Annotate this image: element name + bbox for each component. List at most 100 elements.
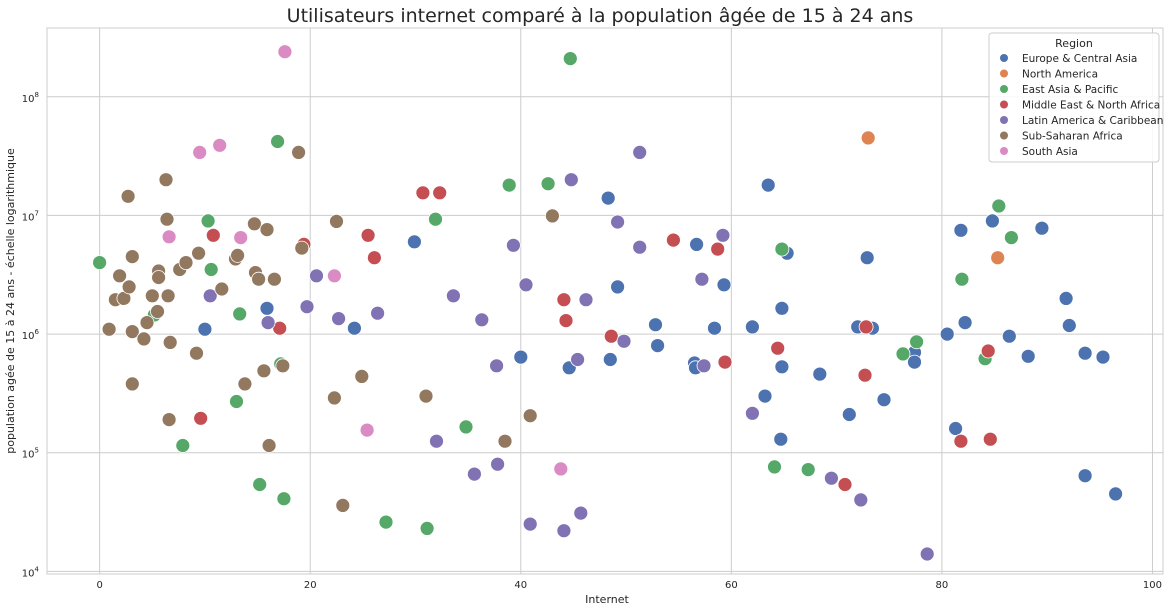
point-east-asia-pacific: [774, 241, 790, 257]
point-sub-saharan-africa: [266, 271, 282, 287]
x-axis-label: Internet: [585, 593, 629, 606]
point-middle-east-north-africa: [837, 477, 853, 492]
x-tick-label: 80: [936, 580, 949, 591]
point-latin-america-caribbean: [824, 470, 839, 486]
point-europe-central-asia: [716, 277, 732, 293]
point-sub-saharan-africa: [335, 497, 351, 513]
plot-area: [46, 27, 1164, 575]
point-sub-saharan-africa: [159, 211, 175, 227]
y-tick-label: 108: [22, 91, 39, 105]
point-sub-saharan-africa: [178, 255, 194, 271]
point-south-asia: [233, 230, 249, 246]
point-europe-central-asia: [907, 354, 922, 370]
legend-label-east-asia-pacific: East Asia & Pacific: [1022, 84, 1118, 96]
point-sub-saharan-africa: [497, 433, 513, 449]
point-latin-america-caribbean: [632, 239, 648, 255]
point-latin-america-caribbean: [331, 311, 347, 327]
point-latin-america-caribbean: [745, 405, 760, 421]
point-north-america: [860, 130, 876, 146]
point-europe-central-asia: [650, 338, 665, 354]
point-sub-saharan-africa: [136, 331, 152, 347]
point-sub-saharan-africa: [139, 315, 155, 331]
point-europe-central-asia: [948, 421, 963, 436]
point-sub-saharan-africa: [151, 270, 167, 285]
point-latin-america-caribbean: [694, 271, 710, 287]
point-latin-america-caribbean: [466, 466, 482, 482]
point-middle-east-north-africa: [366, 250, 382, 266]
point-south-asia: [277, 44, 293, 60]
point-sub-saharan-africa: [418, 388, 434, 404]
point-north-america: [990, 250, 1006, 266]
point-europe-central-asia: [745, 319, 760, 335]
point-sub-saharan-africa: [101, 321, 117, 337]
point-latin-america-caribbean: [696, 358, 712, 374]
y-tick-label: 106: [22, 328, 40, 342]
point-middle-east-north-africa: [558, 313, 574, 329]
point-europe-central-asia: [757, 388, 773, 404]
point-sub-saharan-africa: [275, 358, 291, 374]
legend-marker-latin-america-caribbean: [1000, 116, 1008, 124]
legend-marker-east-asia-pacific: [1000, 85, 1008, 93]
point-sub-saharan-africa: [191, 245, 207, 261]
point-east-asia-pacific: [562, 51, 578, 66]
legend: Region Europe & Central Asia North Americ…: [988, 32, 1163, 163]
point-sub-saharan-africa: [256, 363, 272, 379]
point-latin-america-caribbean: [522, 516, 538, 532]
point-east-asia-pacific: [378, 514, 394, 530]
point-europe-central-asia: [985, 213, 1000, 229]
point-europe-central-asia: [953, 222, 969, 238]
point-middle-east-north-africa: [857, 367, 873, 383]
x-tick-label: 100: [1143, 580, 1162, 591]
point-east-asia-pacific: [419, 521, 435, 536]
point-sub-saharan-africa: [158, 172, 174, 188]
point-east-asia-pacific: [252, 477, 268, 492]
point-middle-east-north-africa: [205, 227, 221, 243]
point-middle-east-north-africa: [710, 241, 726, 257]
point-middle-east-north-africa: [717, 354, 733, 370]
point-sub-saharan-africa: [522, 408, 538, 424]
point-latin-america-caribbean: [489, 358, 505, 374]
point-middle-east-north-africa: [415, 185, 431, 201]
point-sub-saharan-africa: [124, 249, 140, 265]
y-axis-label: population agée de 15 à 24 ans - échelle…: [4, 148, 17, 454]
x-tick-label: 0: [96, 580, 102, 591]
point-europe-central-asia: [773, 431, 789, 447]
point-east-asia-pacific: [276, 491, 292, 507]
point-europe-central-asia: [1077, 468, 1093, 484]
legend-marker-sub-saharan-africa: [1000, 131, 1008, 140]
point-europe-central-asia: [648, 317, 663, 333]
point-sub-saharan-africa: [150, 304, 165, 319]
point-europe-central-asia: [1020, 348, 1036, 364]
point-east-asia-pacific: [909, 334, 924, 350]
point-europe-central-asia: [939, 326, 955, 342]
point-europe-central-asia: [774, 300, 790, 316]
point-europe-central-asia: [259, 300, 275, 316]
point-latin-america-caribbean: [616, 333, 632, 349]
legend-marker-europe-central-asia: [1000, 54, 1008, 62]
data-points: [92, 44, 1123, 562]
point-east-asia-pacific: [540, 176, 556, 192]
point-latin-america-caribbean: [309, 268, 324, 284]
legend-label-middle-east-north-africa: Middle East & North Africa: [1022, 100, 1160, 112]
point-east-asia-pacific: [895, 346, 911, 362]
point-east-asia-pacific: [800, 462, 816, 478]
point-sub-saharan-africa: [124, 324, 140, 340]
legend-marker-middle-east-north-africa: [1000, 100, 1008, 109]
point-latin-america-caribbean: [370, 305, 386, 321]
point-middle-east-north-africa: [980, 343, 996, 359]
legend-items: Europe & Central Asia North America East A…: [1000, 53, 1163, 158]
legend-marker-south-asia: [1000, 147, 1008, 155]
point-east-asia-pacific: [954, 271, 970, 287]
point-europe-central-asia: [1058, 290, 1074, 306]
legend-title: Region: [1055, 37, 1093, 50]
point-south-asia: [161, 229, 177, 245]
point-latin-america-caribbean: [563, 172, 579, 188]
point-latin-america-caribbean: [518, 277, 534, 293]
y-tick-label: 107: [22, 209, 39, 223]
point-sub-saharan-africa: [144, 288, 160, 304]
point-sub-saharan-africa: [161, 412, 177, 428]
point-sub-saharan-africa: [291, 144, 307, 160]
point-middle-east-north-africa: [432, 185, 448, 201]
legend-label-europe-central-asia: Europe & Central Asia: [1022, 53, 1137, 65]
